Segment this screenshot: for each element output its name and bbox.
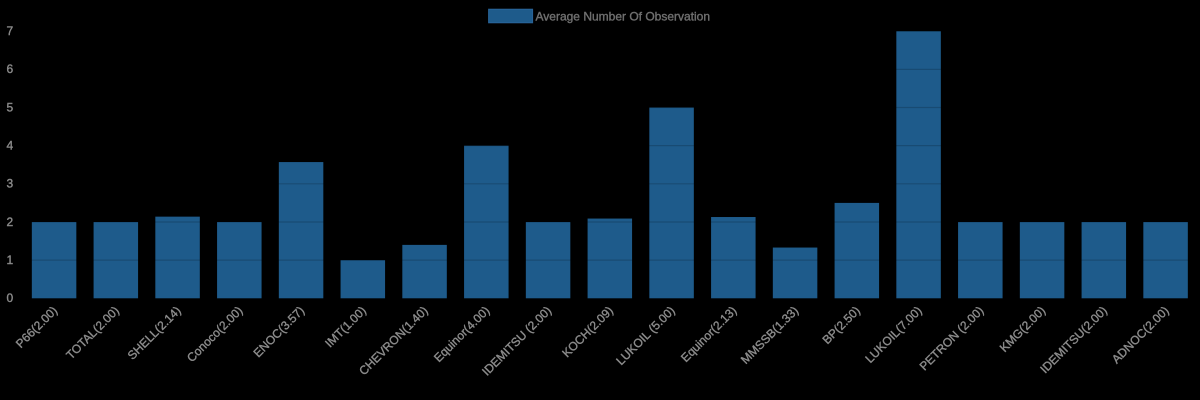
- svg-text:7: 7: [7, 24, 14, 38]
- svg-text:5: 5: [7, 100, 14, 114]
- svg-text:Average Number Of Observation: Average Number Of Observation: [536, 9, 711, 23]
- svg-text:1: 1: [7, 253, 14, 267]
- svg-text:0: 0: [7, 291, 14, 305]
- svg-text:6: 6: [7, 62, 14, 76]
- svg-text:4: 4: [7, 139, 14, 153]
- svg-text:3: 3: [7, 177, 14, 191]
- svg-text:2: 2: [7, 215, 14, 229]
